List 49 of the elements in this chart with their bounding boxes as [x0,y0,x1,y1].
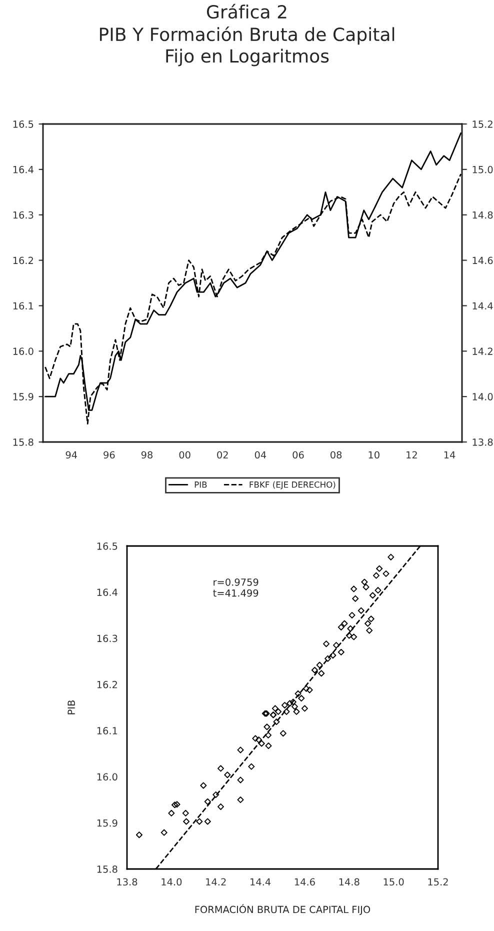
x-tick-label: 14 [444,451,456,458]
y-tick-label: 16.1 [13,302,34,310]
y2-tick-label: 14.8 [472,211,493,219]
y-tick-label: 16.3 [97,634,118,642]
y-tick-label: 16.1 [97,727,118,734]
y-tick-label: 16.2 [13,256,33,264]
x-tick-label: 94 [66,451,77,459]
annotation: r=0.9759 t=41.499 [213,578,258,597]
y-tick-label: 16.4 [13,166,34,174]
x-tick-label: 14.4 [250,878,271,886]
y-tick-label: 16.0 [13,348,34,355]
x-tick-label: 15.2 [428,878,448,886]
x-tick-label: 13.8 [117,878,138,886]
y2-tick-label: 15.2 [472,120,492,128]
y2-tick-label: 14.2 [472,348,492,355]
y-tick-label: 16.0 [97,773,118,781]
x-tick-label: 12 [406,451,417,458]
y2-tick-label: 13.8 [472,438,493,446]
y-tick-label: 16.4 [97,588,118,596]
y-axis-title: PIB [68,700,75,714]
x-tick-label: 98 [141,451,153,459]
x-tick-label: 14.6 [294,878,315,886]
legend-label: PIB [194,482,207,488]
y-tick-label: 16.5 [13,120,34,128]
x-tick-label: 04 [254,451,266,459]
chart-title: Gráfica 2 PIB Y Formación Bruta de Capital Fijo en Logaritmos [100,4,394,66]
legend-label: FBKF (EJE DERECHO) [250,481,336,490]
x-tick-label: 08 [330,451,342,459]
x-axis-title: FORMACIÓN BRUTA DE CAPITAL FIJO [195,904,370,915]
y-tick-label: 16.3 [13,211,34,219]
y-tick-label: 16.2 [97,680,117,688]
y-tick-label: 15.9 [97,819,118,827]
y-tick-label: 15.9 [13,393,34,400]
x-tick-label: 10 [368,451,380,459]
x-tick-label: 14.2 [206,878,226,886]
x-tick-label: 15.0 [384,878,404,886]
x-tick-label: 02 [217,451,228,459]
x-tick-label: 06 [292,451,304,459]
y2-tick-label: 15.0 [472,166,493,174]
y-tick-label: 15.8 [13,438,34,446]
x-tick-label: 14.8 [339,878,360,886]
x-tick-label: 96 [104,451,115,459]
y2-tick-label: 14.0 [472,393,493,400]
x-tick-label: 00 [179,451,190,459]
y-tick-label: 16.5 [97,542,118,550]
y-tick-label: 15.8 [97,865,118,873]
y2-tick-label: 14.6 [472,256,493,264]
y2-tick-label: 14.4 [472,302,493,310]
x-tick-label: 14.0 [162,878,182,886]
